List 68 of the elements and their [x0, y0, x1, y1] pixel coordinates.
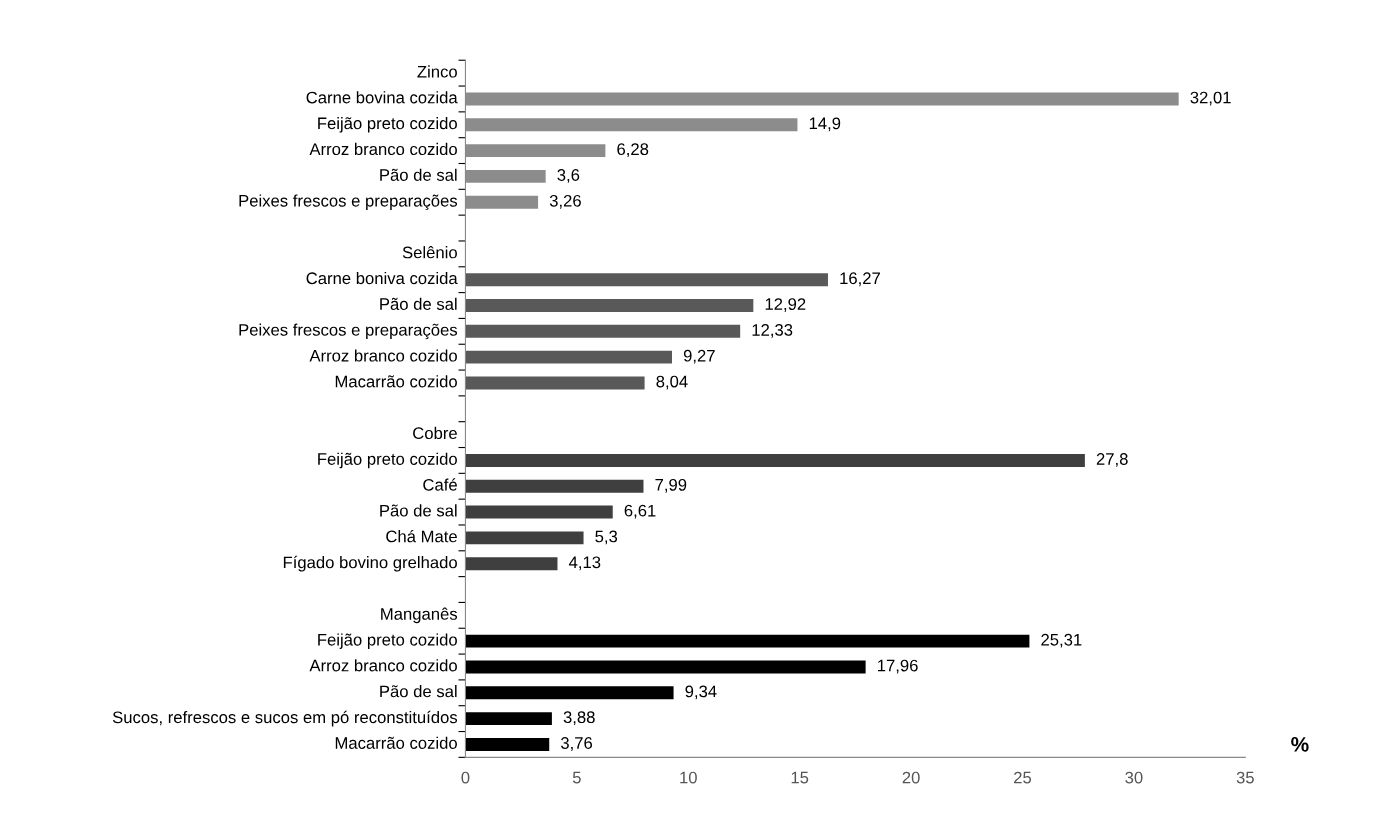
y-tick-label: Macarrão cozido [335, 736, 457, 749]
y-tick-label: Arroz branco cozido [309, 659, 457, 672]
y-tick-label: Feijão preto cozido [318, 117, 457, 133]
data-label: 32,01 [1190, 91, 1231, 106]
x-tick-label: 20 [902, 771, 920, 784]
x-tick-label: 5 [572, 771, 581, 784]
data-label: 25,31 [1041, 633, 1082, 648]
x-tick-label: 10 [680, 771, 697, 784]
x-tick-label: 15 [791, 771, 809, 784]
y-tick-label: Carne boniva cozida [306, 271, 458, 285]
x-tick-label: 25 [1014, 771, 1032, 784]
data-label: 4,13 [568, 556, 601, 571]
bar [465, 634, 1030, 648]
data-label: 3,88 [563, 711, 595, 726]
data-label: 6,28 [617, 143, 649, 158]
y-tick-label: Zinco [417, 65, 457, 78]
y-tick-label: Selênio [402, 246, 457, 259]
y-tick-label: Pão de sal [380, 504, 457, 517]
x-tick-label: 30 [1125, 771, 1143, 784]
data-label: 14,9 [809, 117, 841, 132]
data-label: 16,27 [840, 272, 880, 287]
y-tick-label: Macarrão cozido [335, 375, 457, 388]
bar [465, 350, 672, 364]
y-tick-label: Feijão preto cozido [318, 452, 457, 469]
y-tick-label: Pão de sal [380, 168, 457, 181]
x-tick-label: 0 [461, 771, 470, 784]
data-label: 5,3 [595, 530, 618, 545]
bar [465, 531, 584, 545]
bar [465, 557, 558, 571]
data-label: 3,26 [549, 194, 581, 209]
bar [465, 712, 552, 726]
data-label: 8,04 [656, 375, 688, 390]
x-axis-title: % [1291, 737, 1309, 752]
y-tick-label: Arroz branco cozido [309, 349, 457, 362]
y-tick-label: Café [423, 478, 457, 491]
y-tick-label: Sucos, refrescos e sucos em pó reconstituídos [112, 710, 458, 727]
bar [465, 453, 1085, 467]
y-tick-label: Chá Mate [386, 529, 457, 543]
y-tick-label: Peixes frescos e preparações [239, 323, 458, 340]
bar [465, 324, 741, 338]
data-label: 3,6 [557, 169, 580, 183]
y-tick-label: Pão de sal [380, 685, 457, 698]
data-label: 6,61 [624, 504, 656, 519]
data-label: 9,34 [685, 685, 717, 700]
y-tick-label: Cobre [413, 426, 457, 440]
x-tick-label: 35 [1236, 771, 1254, 784]
data-label: 12,33 [752, 324, 793, 338]
bar [465, 686, 674, 700]
bar [465, 737, 550, 751]
y-tick-label: Pão de sal [380, 297, 457, 310]
data-label: 27,8 [1096, 453, 1128, 467]
bar [465, 376, 645, 390]
data-label: 3,76 [560, 737, 593, 751]
bar [465, 273, 828, 287]
data-label: 9,27 [683, 349, 715, 364]
data-label: 7,99 [655, 478, 687, 493]
bar [465, 660, 866, 674]
bar [465, 479, 644, 493]
y-tick-label: Peixes frescos e preparações [239, 194, 458, 211]
bar [465, 505, 613, 519]
y-tick-label: Feijão preto cozido [318, 633, 457, 649]
data-label: 12,92 [765, 298, 806, 312]
y-tick-label: Arroz branco cozido [309, 142, 457, 156]
y-tick-label: Carne bovina cozida [306, 91, 458, 104]
y-tick-label: Manganês [381, 607, 458, 624]
bar [465, 299, 754, 312]
data-label: 17,96 [878, 659, 918, 674]
y-tick-label: Fígado bovino grelhado [283, 555, 457, 572]
